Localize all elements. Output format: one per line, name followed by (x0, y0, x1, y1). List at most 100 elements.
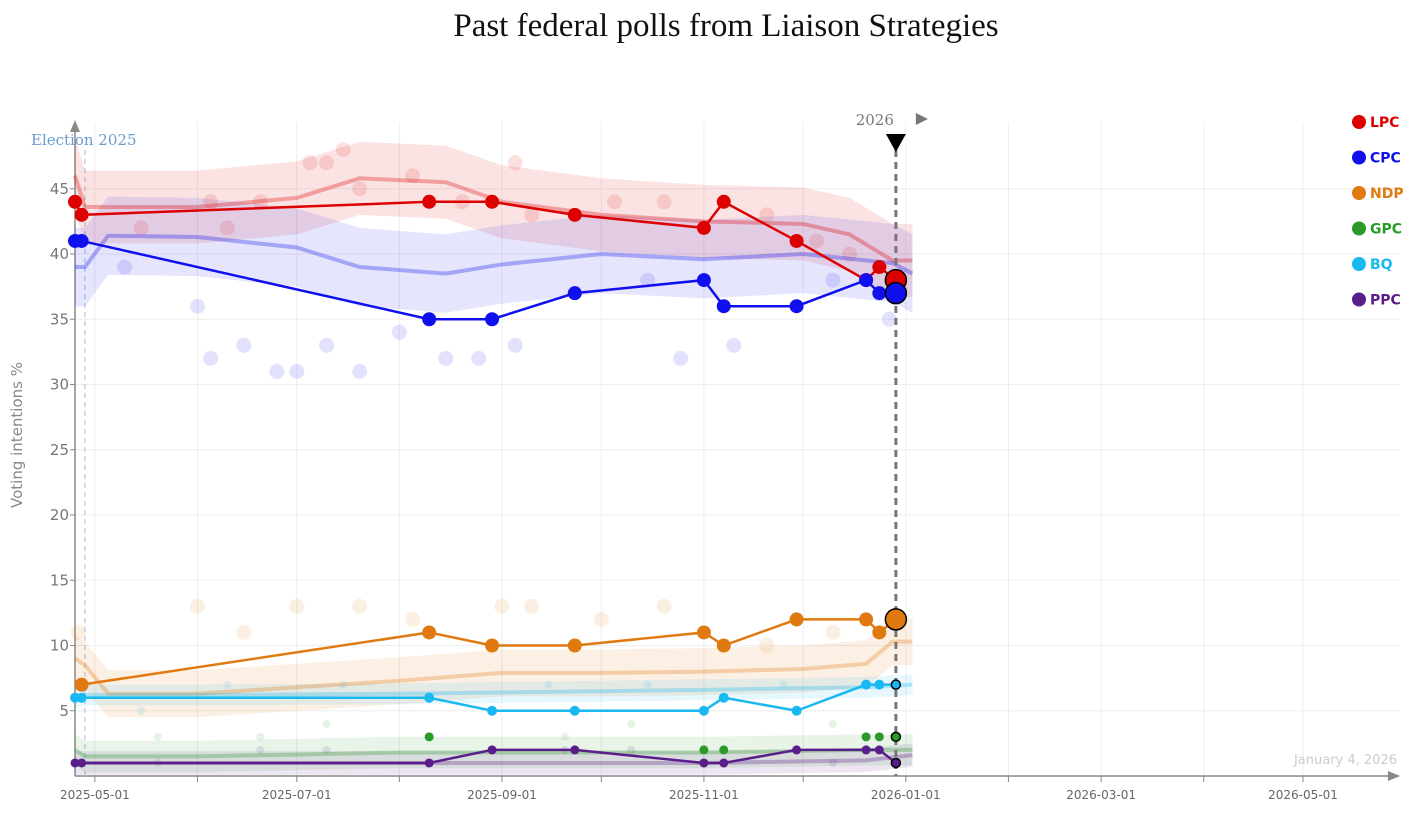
poll-point-ppc (70, 758, 80, 768)
y-tick-label: 20 (50, 506, 69, 524)
other-poll-point-gpc (627, 719, 636, 728)
legend-marker-ppc (1352, 292, 1366, 307)
latest-poll-point-ndp (884, 608, 908, 631)
poll-point-cpc (74, 233, 89, 248)
other-poll-point-ndp (825, 624, 841, 640)
poll-point-bq (76, 692, 87, 703)
y-tick-label: 35 (50, 310, 69, 328)
poll-point-lpc (422, 194, 437, 209)
x-tick-label: 2025-11-01 (669, 788, 739, 802)
confidence-band-ndp (75, 618, 913, 718)
other-poll-point-ndp (405, 611, 421, 627)
x-tick-label: 2025-09-01 (467, 788, 537, 802)
poll-point-gpc (424, 732, 434, 742)
other-poll-point-lpc (507, 155, 523, 171)
poll-line-ndp (81, 618, 897, 686)
legend-label-bq: BQ (1370, 257, 1393, 273)
other-poll-point-ndp (759, 638, 775, 653)
poll-point-ndp (872, 625, 887, 640)
poll-point-ndp (716, 638, 731, 653)
x-tick-label: 2026-05-01 (1268, 788, 1338, 802)
poll-point-ndp (74, 677, 89, 692)
other-poll-point-bq (643, 680, 652, 689)
current-date-marker-icon (885, 134, 906, 152)
other-poll-point-cpc (189, 298, 205, 314)
other-poll-point-cpc (319, 337, 335, 353)
poll-point-bq (718, 692, 729, 703)
latest-poll-point-ppc (890, 757, 902, 769)
y-tick-label: 10 (50, 637, 69, 655)
other-poll-point-lpc (759, 207, 775, 223)
year-arrow-icon (915, 113, 928, 125)
other-poll-point-lpc (808, 233, 824, 249)
other-poll-point-lpc (203, 194, 219, 210)
other-poll-point-ndp (236, 624, 252, 640)
other-poll-point-lpc (405, 168, 421, 184)
y-tick-label: 15 (50, 571, 69, 589)
other-poll-point-ndp (289, 598, 305, 614)
poll-point-ndp (567, 638, 582, 653)
poll-point-ppc (719, 758, 729, 768)
other-poll-point-cpc (391, 324, 407, 340)
poll-point-bq (791, 705, 802, 716)
poll-point-ndp (789, 612, 804, 627)
other-poll-point-cpc (269, 363, 285, 379)
other-poll-point-ppc (322, 745, 331, 754)
other-poll-point-ndp (494, 598, 510, 614)
latest-poll-point-gpc (890, 731, 902, 743)
latest-poll-point-bq (890, 679, 902, 690)
other-poll-point-bq (544, 680, 553, 689)
poll-point-ppc (487, 745, 497, 755)
poll-point-lpc (485, 194, 500, 209)
other-poll-point-ndp (593, 611, 609, 627)
poll-point-ndp (485, 638, 500, 653)
poll-point-cpc (789, 299, 804, 314)
poll-point-gpc (861, 732, 871, 742)
poll-point-gpc (699, 745, 709, 755)
other-poll-point-bq (779, 680, 788, 689)
other-poll-point-lpc (302, 155, 318, 171)
other-poll-point-cpc (352, 363, 368, 379)
poll-point-lpc (68, 194, 82, 209)
other-poll-point-cpc (471, 350, 487, 366)
other-poll-point-cpc (726, 337, 742, 353)
other-poll-point-cpc (203, 350, 219, 366)
other-poll-point-ppc (256, 745, 265, 754)
poll-point-bq (569, 705, 580, 716)
poll-point-gpc (874, 732, 884, 742)
poll-point-lpc (872, 260, 887, 275)
poll-point-ppc (874, 745, 884, 755)
poll-point-lpc (567, 207, 582, 222)
legend-marker-gpc (1352, 221, 1366, 236)
other-poll-point-gpc (256, 732, 265, 741)
other-poll-point-lpc (656, 194, 672, 210)
confidence-band-lpc (75, 139, 913, 298)
legend-label-ndp: NDP (1370, 186, 1404, 202)
other-poll-point-bq (339, 680, 348, 689)
other-poll-point-gpc (828, 719, 837, 728)
other-poll-point-lpc (524, 207, 540, 223)
legend-label-cpc: CPC (1370, 151, 1401, 167)
other-poll-point-lpc (319, 155, 335, 171)
date-stamp: January 4, 2026 (1293, 753, 1397, 768)
poll-point-ppc (792, 745, 802, 755)
other-poll-point-gpc (322, 719, 331, 728)
other-poll-point-lpc (335, 142, 351, 158)
other-poll-point-cpc (825, 272, 841, 288)
other-poll-point-lpc (133, 220, 149, 236)
other-poll-point-lpc (219, 220, 235, 236)
poll-point-ndp (859, 612, 874, 627)
other-poll-point-ndp (524, 598, 540, 614)
election-label: Election 2025 (31, 131, 136, 149)
other-poll-point-gpc (560, 732, 569, 741)
poll-point-ppc (424, 758, 434, 768)
y-axis-arrow (70, 120, 80, 132)
legend-marker-ndp (1352, 186, 1366, 200)
poll-point-lpc (696, 220, 711, 235)
poll-point-cpc (485, 312, 500, 327)
poll-point-lpc (789, 233, 804, 248)
legend-label-gpc: GPC (1370, 222, 1402, 238)
trend-line-cpc (75, 233, 914, 276)
poll-point-gpc (719, 745, 729, 755)
latest-poll-point-cpc (884, 281, 908, 305)
